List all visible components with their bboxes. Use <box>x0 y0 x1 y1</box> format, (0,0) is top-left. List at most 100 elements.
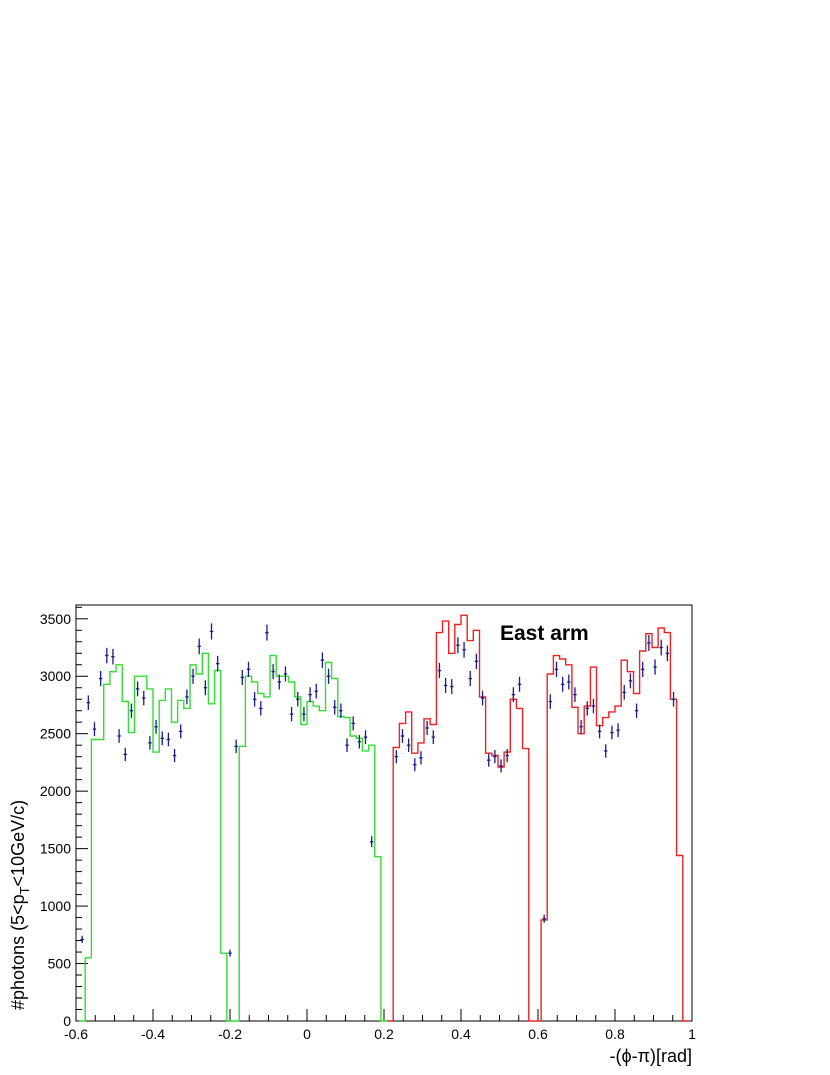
data-point <box>604 744 608 758</box>
data-point <box>487 753 491 767</box>
data-point <box>419 751 423 765</box>
data-point <box>641 661 645 677</box>
data-point <box>135 681 140 697</box>
data-point <box>92 722 97 737</box>
red-histogram-series <box>387 614 689 1022</box>
data-point <box>185 689 189 705</box>
data-point <box>363 730 368 745</box>
data-point <box>462 641 466 658</box>
data-point <box>308 687 312 702</box>
data-point <box>369 836 374 848</box>
x-tick-label: 0.2 <box>374 1026 394 1042</box>
red-histogram-line <box>387 614 689 1022</box>
data-point <box>505 748 509 763</box>
data-points-series <box>80 623 676 957</box>
data-point <box>474 653 479 670</box>
data-point <box>468 671 472 687</box>
y-tick-label: 2000 <box>40 783 71 799</box>
data-point <box>554 661 559 677</box>
y-tick-label: 500 <box>48 956 72 972</box>
data-point <box>659 639 663 656</box>
data-point <box>406 738 411 752</box>
data-point <box>289 707 294 722</box>
x-tick-label: 0.4 <box>451 1026 471 1042</box>
data-point <box>597 724 602 739</box>
data-point <box>431 730 435 745</box>
x-tick-label: 1 <box>688 1026 696 1042</box>
y-axis: 0 500 1000 1500 2000 2500 3000 3500 <box>40 606 88 1029</box>
x-tick-label: -0.4 <box>141 1026 165 1042</box>
data-point <box>228 949 232 957</box>
data-point <box>296 691 300 707</box>
data-point <box>542 914 546 923</box>
data-point <box>548 694 553 709</box>
data-point <box>333 700 337 715</box>
data-point <box>560 676 565 692</box>
data-point <box>326 668 331 684</box>
data-point <box>585 701 589 716</box>
data-point <box>339 703 343 718</box>
data-point <box>443 677 448 693</box>
data-point <box>610 725 614 740</box>
data-point <box>209 623 214 640</box>
data-point <box>203 680 208 696</box>
data-point <box>302 707 306 722</box>
data-point <box>166 732 171 747</box>
data-point <box>622 684 626 700</box>
annotation-label: East arm <box>500 622 589 645</box>
data-point <box>259 701 263 716</box>
data-point <box>394 750 399 764</box>
y-tick-label: 3500 <box>40 611 71 627</box>
data-point <box>499 759 503 773</box>
data-point <box>665 645 670 662</box>
y-tick-label: 0 <box>63 1013 71 1029</box>
data-point <box>591 698 596 714</box>
data-point <box>98 671 103 687</box>
data-point <box>320 652 325 668</box>
y-tick-label: 1000 <box>40 898 71 914</box>
data-point <box>493 750 497 764</box>
x-tick-label: -0.6 <box>64 1026 88 1042</box>
data-point <box>400 729 405 743</box>
data-point <box>628 673 633 689</box>
x-axis: -0.6 -0.4 -0.2 0 0.2 0.4 0.6 0.8 1 <box>64 1009 696 1042</box>
data-point <box>456 637 460 654</box>
data-point <box>215 655 220 672</box>
data-point <box>111 648 115 665</box>
data-point <box>357 734 362 749</box>
data-point <box>271 664 275 680</box>
data-point <box>450 679 454 695</box>
x-axis-title: -(ϕ-π)[rad] <box>610 1046 693 1066</box>
data-point <box>80 935 84 944</box>
data-point <box>345 738 349 752</box>
x-tick-label: 0 <box>303 1026 311 1042</box>
data-point <box>573 687 577 702</box>
x-tick-label: 0.6 <box>528 1026 548 1042</box>
data-point <box>653 659 657 675</box>
data-point <box>197 638 201 655</box>
data-point <box>252 691 257 707</box>
y-tick-label: 1500 <box>40 841 71 857</box>
data-point <box>179 724 183 739</box>
data-point <box>117 729 121 743</box>
data-point <box>511 687 516 702</box>
data-point <box>480 690 485 706</box>
data-point <box>148 736 152 750</box>
data-point <box>265 624 269 641</box>
data-point <box>425 720 429 735</box>
green-histogram-line <box>79 652 388 1022</box>
x-tick-label: -0.2 <box>218 1026 242 1042</box>
data-point <box>567 674 571 690</box>
y-tick-label: 2500 <box>40 726 71 742</box>
data-point <box>634 703 639 718</box>
data-point <box>283 666 288 682</box>
data-point <box>160 731 164 746</box>
data-point <box>616 723 620 738</box>
data-point <box>191 668 195 684</box>
data-point <box>86 695 91 710</box>
green-histogram-series <box>79 652 388 1022</box>
data-point <box>246 661 251 677</box>
data-point <box>351 716 355 731</box>
plot-frame <box>75 604 693 1022</box>
